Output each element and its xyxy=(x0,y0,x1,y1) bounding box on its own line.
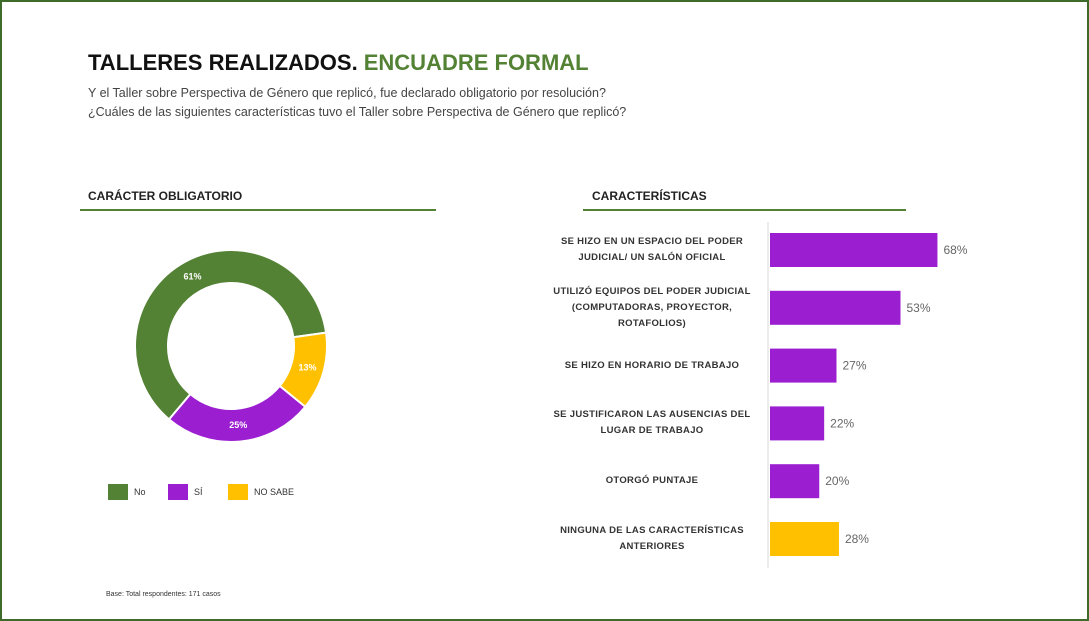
subtitle: Y el Taller sobre Perspectiva de Género … xyxy=(88,86,606,100)
donut-segment xyxy=(278,331,328,409)
category-label: SE HIZO EN UN ESPACIO DEL PODER JUDICIAL… xyxy=(560,236,744,263)
footnote: Base: Total respondentes: 171 casos xyxy=(106,591,221,598)
legend-swatch xyxy=(108,484,128,500)
category-label: SE HIZO EN HORARIO DE TRABAJO xyxy=(564,359,740,371)
data-label: 53% xyxy=(907,301,931,315)
donut-segment xyxy=(167,384,307,443)
bar xyxy=(770,522,839,556)
legend-swatch xyxy=(168,484,188,500)
title-highlight: ENCUADRE FORMAL xyxy=(364,50,589,75)
data-label: 13% xyxy=(299,362,317,372)
subtitle: ¿Cuáles de las siguientes característica… xyxy=(88,105,626,119)
data-label: 25% xyxy=(229,420,247,430)
category-label: UTILIZÓ EQUIPOS DEL PODER JUDICIAL (COMP… xyxy=(553,285,751,329)
category-label: OTORGÓ PUNTAJE xyxy=(605,475,699,487)
category-label: SE JUSTIFICARON LAS AUSENCIAS DEL LUGAR … xyxy=(553,409,751,437)
bar xyxy=(770,290,901,325)
section-title: CARACTERÍSTICAS xyxy=(592,188,707,203)
data-label: 68% xyxy=(943,243,967,257)
bar xyxy=(770,406,825,441)
legend-swatch xyxy=(228,484,248,500)
title-main: TALLERES REALIZADOS. xyxy=(88,50,358,75)
data-label: 61% xyxy=(184,271,202,281)
legend-label: NO SABE xyxy=(254,487,294,497)
bar xyxy=(770,464,820,499)
category-label: NINGUNA DE LAS CARACTERÍSTICAS ANTERIORE… xyxy=(560,525,744,552)
data-label: 28% xyxy=(845,532,869,546)
legend-label: No xyxy=(134,487,146,497)
legend-label: SÍ xyxy=(194,487,203,497)
bar xyxy=(770,348,837,383)
donut-segment xyxy=(134,249,328,421)
title: TALLERES REALIZADOS. ENCUADRE FORMAL xyxy=(88,50,589,75)
data-label: 20% xyxy=(825,474,849,488)
section-title: CARÁCTER OBLIGATORIO xyxy=(88,188,242,203)
data-label: 27% xyxy=(842,359,866,373)
bar xyxy=(770,233,938,267)
data-label: 22% xyxy=(830,416,854,430)
